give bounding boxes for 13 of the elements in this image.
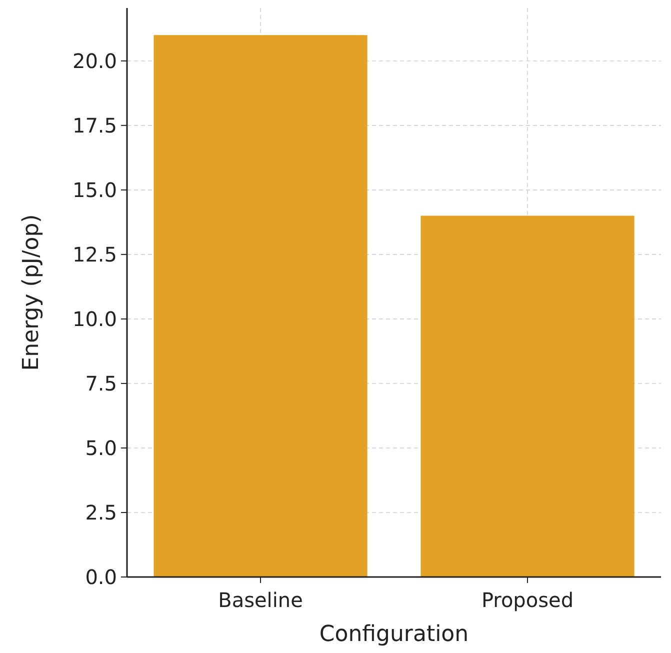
y-tick-label: 0.0 xyxy=(85,565,117,589)
x-axis-title: Configuration xyxy=(319,622,469,647)
y-tick-label: 5.0 xyxy=(85,436,117,460)
x-tick-label: Baseline xyxy=(218,588,303,612)
y-tick-label: 10.0 xyxy=(72,306,117,331)
y-tick-label: 20.0 xyxy=(72,48,117,73)
y-tick-label: 2.5 xyxy=(85,500,117,524)
y-tick-label: 7.5 xyxy=(85,371,117,396)
y-tick-label: 17.5 xyxy=(72,113,117,138)
y-axis-title: Energy (pJ/op) xyxy=(19,214,44,371)
y-tick-label: 12.5 xyxy=(72,242,117,266)
x-tick-label: Proposed xyxy=(481,588,574,612)
y-tick-label: 15.0 xyxy=(72,178,117,202)
